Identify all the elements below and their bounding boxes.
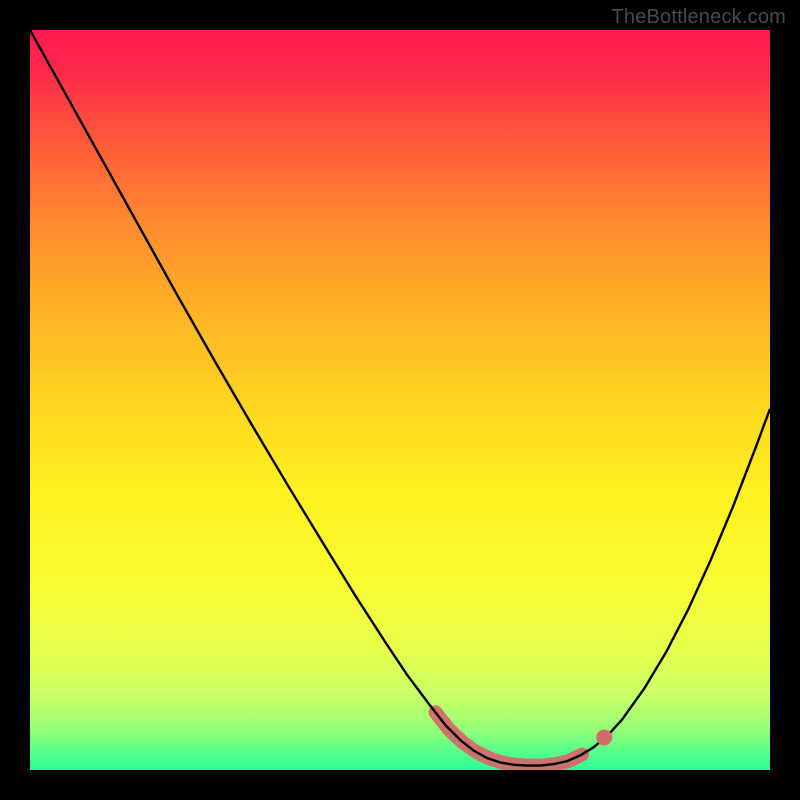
plot-area xyxy=(30,30,770,770)
gradient-background xyxy=(30,30,770,770)
chart-frame: TheBottleneck.com xyxy=(0,0,800,800)
highlight-dot xyxy=(596,729,612,745)
bottleneck-chart xyxy=(30,30,770,770)
watermark-text: TheBottleneck.com xyxy=(611,6,786,29)
